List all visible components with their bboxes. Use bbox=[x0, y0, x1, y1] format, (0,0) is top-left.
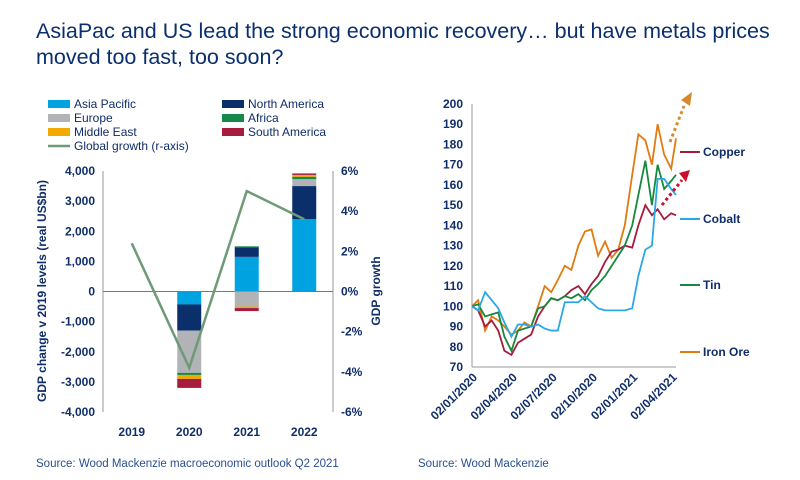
x-tick-label: 2021 bbox=[233, 425, 260, 439]
legend-label: Asia Pacific bbox=[74, 97, 136, 111]
copper-arrowhead-icon bbox=[679, 170, 690, 182]
bar-south-america-2022 bbox=[292, 173, 317, 175]
page-title: AsiaPac and US lead the strong economic … bbox=[36, 19, 770, 69]
metals-y-tick-label: 180 bbox=[443, 137, 463, 151]
y-tick-label: -3,000 bbox=[61, 375, 95, 389]
legend-label: South America bbox=[248, 125, 326, 139]
y2-tick-label: 4% bbox=[341, 204, 359, 218]
y-tick-label: 3,000 bbox=[65, 194, 95, 208]
bar-europe-2022 bbox=[292, 179, 317, 187]
y2-tick-label: 2% bbox=[341, 244, 359, 258]
metals-y-tick-label: 120 bbox=[443, 259, 463, 273]
metal-line-iron-ore bbox=[471, 124, 677, 336]
source-left: Source: Wood Mackenzie macroeconomic out… bbox=[36, 458, 339, 470]
bar-middle-east-2022 bbox=[292, 174, 317, 177]
iron-ore-arrowhead-icon bbox=[681, 92, 692, 106]
metals-y-tick-label: 160 bbox=[443, 178, 463, 192]
metal-line-copper bbox=[471, 203, 677, 357]
y-tick-label: -4,000 bbox=[61, 405, 95, 419]
metal-label: Cobalt bbox=[703, 212, 740, 226]
x-tick-label: 2020 bbox=[176, 425, 203, 439]
source-right: Source: Wood Mackenzie bbox=[418, 458, 549, 470]
y2-tick-label: -4% bbox=[341, 365, 363, 379]
metals-y-tick-label: 100 bbox=[443, 299, 463, 313]
metal-label: Tin bbox=[703, 278, 721, 292]
bar-south-america-2020 bbox=[177, 378, 202, 388]
bar-asia-pacific-2021 bbox=[234, 256, 259, 292]
bar-africa-2022 bbox=[292, 176, 317, 180]
x-tick-label: 2022 bbox=[291, 425, 318, 439]
bar-middle-east-2021 bbox=[234, 306, 259, 309]
metals-y-tick-label: 200 bbox=[443, 97, 463, 111]
bar-africa-2021 bbox=[234, 246, 259, 248]
y-axis-label: GDP change v 2019 levels (real US$bn) bbox=[35, 180, 49, 402]
y-tick-label: 1,000 bbox=[65, 254, 95, 268]
bar-africa-2020 bbox=[177, 372, 202, 375]
legend-swatch-1 bbox=[222, 100, 244, 108]
legend-swatch-4 bbox=[48, 128, 70, 136]
global-growth-line bbox=[130, 189, 305, 372]
y-tick-label: -1,000 bbox=[61, 315, 95, 329]
metals-y-tick-label: 130 bbox=[443, 239, 463, 253]
copper-trend-arrow bbox=[660, 179, 684, 206]
metal-line-cobalt bbox=[471, 177, 677, 339]
bar-north-america-2022 bbox=[292, 186, 317, 220]
metals-y-tick-label: 140 bbox=[443, 218, 463, 232]
legend-swatch-0 bbox=[48, 100, 70, 108]
y2-axis-label: GDP growth bbox=[369, 256, 383, 325]
y2-tick-label: -2% bbox=[341, 325, 363, 339]
metals-y-tick-label: 170 bbox=[443, 158, 463, 172]
legend-label: North America bbox=[248, 97, 324, 111]
bar-north-america-2020 bbox=[177, 304, 202, 331]
bar-asia-pacific-2022 bbox=[292, 219, 317, 292]
legend-label: Middle East bbox=[74, 125, 137, 139]
bar-asia-pacific-2020 bbox=[177, 291, 202, 305]
y-tick-label: 2,000 bbox=[65, 224, 95, 238]
y2-tick-label: -6% bbox=[341, 405, 363, 419]
metals-y-tick-label: 90 bbox=[450, 320, 464, 334]
y-tick-label: 0 bbox=[88, 285, 95, 299]
metals-y-tick-label: 110 bbox=[444, 279, 464, 293]
metal-line-tin bbox=[471, 160, 677, 354]
legend-label: Africa bbox=[248, 111, 279, 125]
metals-y-tick-label: 150 bbox=[443, 198, 463, 212]
legend-label: Europe bbox=[74, 111, 113, 125]
bar-north-america-2021 bbox=[234, 247, 259, 257]
metal-label: Iron Ore bbox=[703, 345, 750, 359]
y-tick-label: -2,000 bbox=[61, 345, 95, 359]
metals-y-tick-label: 190 bbox=[443, 117, 463, 131]
legend-swatch-2 bbox=[48, 114, 70, 122]
metals-y-tick-label: 70 bbox=[450, 360, 464, 374]
bar-middle-east-2020 bbox=[177, 374, 202, 379]
y-tick-label: 4,000 bbox=[65, 164, 95, 178]
iron-ore-trend-arrow bbox=[668, 105, 686, 143]
metal-label: Copper bbox=[703, 145, 745, 159]
bar-south-america-2021 bbox=[234, 308, 259, 312]
x-tick-label: 2019 bbox=[118, 425, 145, 439]
y2-tick-label: 6% bbox=[341, 164, 359, 178]
legend-swatch-3 bbox=[222, 114, 244, 122]
bar-europe-2021 bbox=[234, 291, 259, 307]
legend-swatch-5 bbox=[222, 128, 244, 136]
y2-tick-label: 0% bbox=[341, 285, 359, 299]
legend-label: Global growth (r-axis) bbox=[74, 139, 189, 153]
metals-y-tick-label: 80 bbox=[450, 340, 464, 354]
